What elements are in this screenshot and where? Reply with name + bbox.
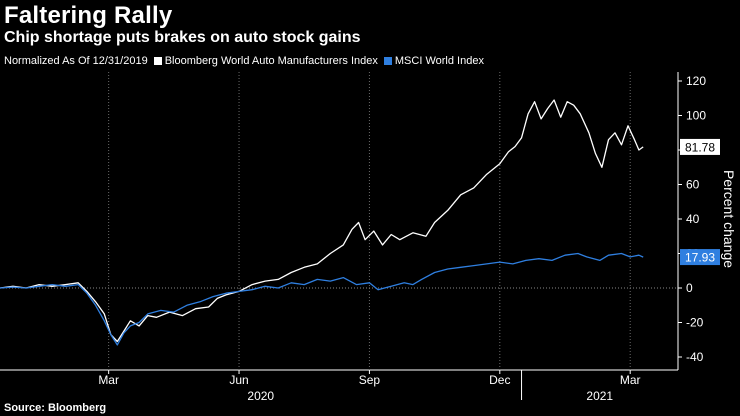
legend: Normalized As Of 12/31/2019 Bloomberg Wo…: [4, 55, 484, 67]
source-note: Source: Bloomberg: [4, 402, 107, 414]
legend-swatch-auto: [153, 57, 162, 65]
x-tick-label: Dec: [489, 373, 510, 387]
legend-label-auto: Bloomberg World Auto Manufacturers Index: [164, 55, 378, 67]
chart-title: Faltering Rally: [4, 2, 173, 29]
legend-item-auto: Bloomberg World Auto Manufacturers Index: [153, 55, 378, 67]
legend-prefix: Normalized As Of 12/31/2019: [4, 55, 148, 67]
y-tick-label: 60: [686, 178, 700, 192]
y-tick-label: -20: [686, 316, 704, 330]
legend-swatch-msci: [383, 57, 392, 65]
x-tick-label: Mar: [620, 373, 641, 387]
chart-subtitle: Chip shortage puts brakes on auto stock …: [4, 29, 361, 46]
series-end-label-0: 81.78: [685, 140, 715, 154]
y-tick-label: 100: [686, 109, 706, 123]
y-tick-label: 120: [686, 74, 706, 88]
y-tick-label: 0: [686, 281, 693, 295]
legend-item-msci: MSCI World Index: [383, 55, 484, 67]
x-tick-label: Jun: [229, 373, 248, 387]
series-end-label-1: 17.93: [685, 251, 715, 265]
series-line-1: [0, 252, 644, 346]
year-label: 2020: [247, 389, 274, 403]
series-end-badge-0: [680, 138, 720, 155]
x-tick-label: Sep: [359, 373, 381, 387]
series-line-0: [0, 99, 644, 343]
legend-label-msci: MSCI World Index: [394, 55, 484, 67]
series-end-badge-1: [680, 249, 720, 266]
year-label: 2021: [586, 389, 613, 403]
y-axis-label: Percent change: [721, 170, 737, 268]
y-tick-label: 40: [686, 212, 700, 226]
y-tick-label: -40: [686, 350, 704, 364]
x-tick-label: Mar: [98, 373, 119, 387]
